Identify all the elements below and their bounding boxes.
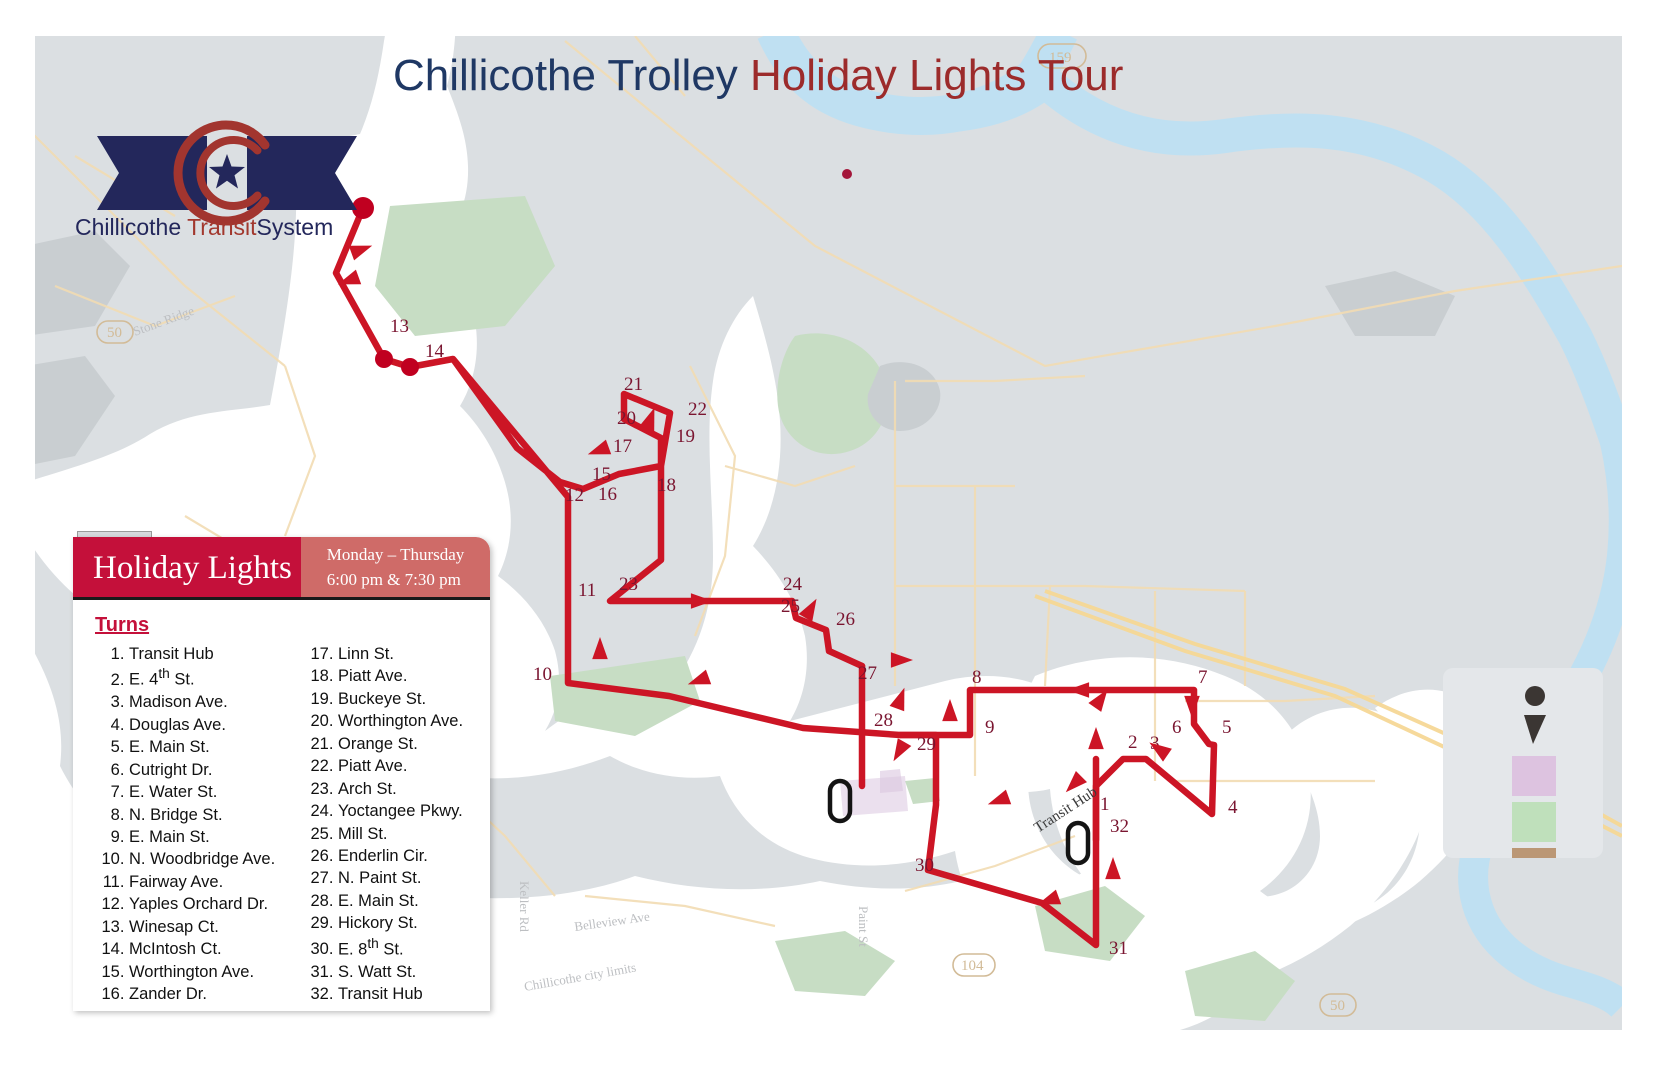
svg-text:9: 9 xyxy=(985,717,995,738)
svg-text:20: 20 xyxy=(617,408,636,429)
svg-text:17: 17 xyxy=(613,436,632,457)
svg-text:Transit Hub: Transit Hub xyxy=(1031,784,1100,836)
svg-text:8: 8 xyxy=(972,667,982,688)
svg-text:21: 21 xyxy=(624,374,643,395)
svg-text:18: 18 xyxy=(657,475,676,496)
svg-text:28: 28 xyxy=(874,710,893,731)
svg-text:6: 6 xyxy=(1172,717,1182,738)
svg-text:15: 15 xyxy=(592,464,611,485)
svg-text:31: 31 xyxy=(1109,938,1128,959)
svg-text:29: 29 xyxy=(917,734,936,755)
svg-text:22: 22 xyxy=(688,399,707,420)
svg-text:27: 27 xyxy=(858,663,877,684)
svg-text:13: 13 xyxy=(390,316,409,337)
svg-text:19: 19 xyxy=(676,426,695,447)
svg-text:1: 1 xyxy=(1100,794,1110,815)
svg-text:25: 25 xyxy=(781,596,800,617)
svg-text:23: 23 xyxy=(619,574,638,595)
svg-text:16: 16 xyxy=(598,484,617,505)
svg-text:14: 14 xyxy=(425,341,445,362)
svg-text:2: 2 xyxy=(1128,732,1138,753)
svg-text:12: 12 xyxy=(565,485,584,506)
svg-text:4: 4 xyxy=(1228,797,1238,818)
svg-text:11: 11 xyxy=(578,580,596,601)
svg-text:26: 26 xyxy=(836,609,855,630)
svg-text:7: 7 xyxy=(1198,667,1208,688)
svg-text:30: 30 xyxy=(915,855,934,876)
svg-text:5: 5 xyxy=(1222,717,1232,738)
svg-text:24: 24 xyxy=(783,574,803,595)
svg-text:10: 10 xyxy=(533,664,552,685)
svg-text:32: 32 xyxy=(1110,816,1129,837)
